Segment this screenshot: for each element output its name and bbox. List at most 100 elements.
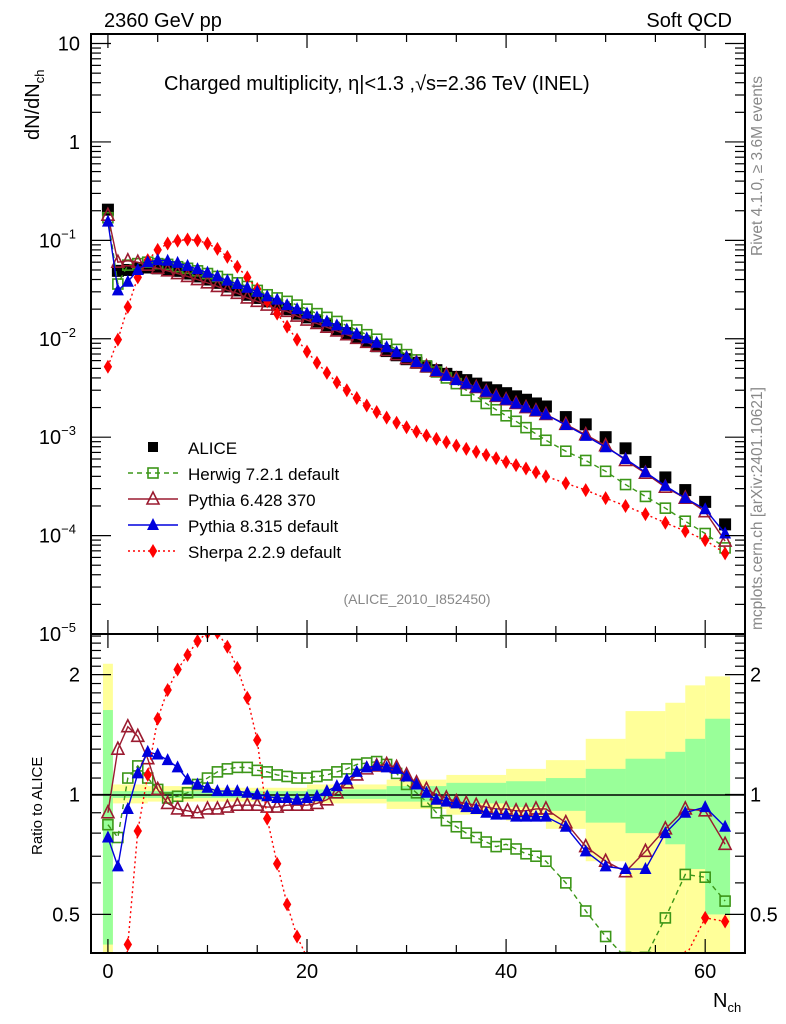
y-tick-label: 10−4: [39, 522, 76, 548]
y-tick-label-base: 10: [39, 526, 61, 548]
point-pythia-6-428-370: [220, 281, 235, 297]
mcplots-label: mcplots.cern.ch [arXiv:2401.10621]: [749, 387, 766, 630]
ratio-point-sherpa-2-2-9-default: [223, 639, 232, 654]
ratio-point-pythia-6-428-370: [160, 794, 175, 810]
point-herwig-7-2-1-default: [500, 409, 512, 422]
ratio-y-tick-label-right: 1: [750, 785, 761, 807]
point-sherpa-2-2-9-default: [302, 344, 312, 359]
point-pythia-8-315-default: [181, 258, 194, 271]
point-pythia-6-428-370: [239, 289, 255, 304]
point-sherpa-2-2-9-default: [183, 232, 192, 247]
ratio-point-pythia-8-315-default: [181, 772, 194, 785]
ratio-point-herwig-7-2-1-default: [530, 850, 542, 863]
ratio-point-pythia-6-428-370: [230, 796, 245, 812]
point-pythia-8-315-default: [380, 340, 393, 353]
title-part-mid: |<1.3 ,: [359, 73, 415, 95]
point-alice: [639, 455, 652, 468]
point-sherpa-2-2-9-default: [541, 469, 551, 484]
band-green: [685, 738, 706, 870]
ratio-point-sherpa-2-2-9-default: [272, 856, 282, 871]
point-pythia-6-428-370: [150, 259, 165, 275]
point-herwig-7-2-1-default: [599, 465, 612, 478]
point-herwig-7-2-1-default: [560, 445, 572, 458]
point-pythia-8-315-default: [390, 345, 403, 358]
ratio-plot-area: [100, 634, 733, 953]
ratio-point-sherpa-2-2-9-default: [720, 914, 730, 929]
point-herwig-7-2-1-default: [490, 403, 502, 416]
point-pythia-8-315-default: [599, 440, 612, 453]
point-pythia-8-315-default: [121, 274, 134, 287]
point-sherpa-2-2-9-default: [173, 233, 182, 248]
point-pythia-8-315-default: [241, 280, 254, 293]
ratio-point-herwig-7-2-1-default: [520, 847, 532, 860]
legend-item-sherpa-2-2-9-default: Sherpa 2.2.9 default: [128, 543, 341, 562]
ratio-point-pythia-6-428-370: [150, 780, 165, 796]
ratio-point-pythia-8-315-default: [659, 826, 672, 839]
ratio-point-pythia-6-428-370: [180, 802, 195, 817]
point-alice: [719, 518, 732, 531]
point-sherpa-2-2-9-default: [312, 355, 322, 370]
band-green: [625, 758, 666, 834]
point-alice: [699, 495, 712, 508]
y-tick-label-base: 10: [39, 624, 61, 646]
ratio-point-herwig-7-2-1-default: [659, 912, 672, 924]
point-pythia-8-315-default: [430, 364, 443, 377]
y-tick-label-base: 1: [69, 132, 80, 154]
ratio-point-sherpa-2-2-9-default: [163, 683, 172, 698]
ratio-point-pythia-6-428-370: [190, 803, 205, 819]
point-pythia-8-315-default: [440, 368, 453, 381]
point-pythia-6-428-370: [110, 253, 126, 268]
ratio-point-sherpa-2-2-9-default: [282, 897, 292, 912]
point-sherpa-2-2-9-default: [491, 451, 501, 466]
point-sherpa-2-2-9-default: [193, 233, 202, 248]
point-sherpa-2-2-9-default: [681, 524, 690, 539]
point-sherpa-2-2-9-default: [233, 259, 242, 274]
point-pythia-8-315-default: [520, 400, 533, 413]
y-tick-label-exponent: −5: [61, 620, 76, 635]
ratio-point-sherpa-2-2-9-default: [143, 767, 152, 782]
legend-marker-filled-triangle: [147, 518, 159, 530]
ratio-point-herwig-7-2-1-default: [699, 871, 711, 884]
point-pythia-8-315-default: [400, 350, 413, 363]
ratio-point-pythia-8-315-default: [101, 830, 114, 843]
ratio-point-herwig-7-2-1-default: [579, 905, 592, 917]
ratio-point-pythia-8-315-default: [221, 784, 234, 797]
legend: ALICE Herwig 7.2.1 default Pythia 6.428 37…: [128, 439, 341, 562]
point-sherpa-2-2-9-default: [641, 507, 650, 522]
point-sherpa-2-2-9-default: [481, 447, 491, 462]
point-pythia-8-315-default: [251, 284, 264, 297]
point-sherpa-2-2-9-default: [462, 441, 471, 456]
main-y-axis-label: dN/dNch: [22, 70, 47, 140]
point-sherpa-2-2-9-default: [223, 249, 232, 264]
plot-title: Charged multiplicity, η|<1.3 ,√s=2.36 Te…: [164, 73, 590, 95]
y-tick-label: 1: [69, 132, 80, 154]
ratio-point-pythia-8-315-default: [320, 784, 333, 797]
ratio-point-sherpa-2-2-9-default: [173, 662, 182, 677]
ratio-axis-ticks: [91, 634, 745, 954]
point-pythia-8-315-default: [350, 326, 363, 339]
main-y-axis-label-sub: ch: [32, 70, 47, 84]
band-green: [102, 710, 113, 945]
ratio-point-herwig-7-2-1-default: [181, 787, 194, 799]
point-sherpa-2-2-9-default: [322, 365, 332, 380]
point-pythia-8-315-default: [490, 389, 503, 402]
ratio-point-pythia-8-315-default: [151, 747, 164, 760]
band-green: [665, 751, 686, 845]
ratio-point-pythia-6-428-370: [120, 717, 136, 733]
category-label: Soft QCD: [646, 10, 732, 32]
ratio-point-pythia-8-315-default: [141, 744, 154, 757]
ratio-point-sherpa-2-2-9-default: [243, 690, 252, 705]
point-alice: [659, 471, 672, 484]
x-tick-label: 60: [694, 961, 716, 983]
ratio-point-pythia-8-315-default: [370, 758, 383, 771]
y-tick-label: 10−2: [39, 325, 76, 351]
ratio-point-pythia-6-428-370: [130, 727, 146, 743]
legend-marker-filled-diamond: [148, 544, 158, 558]
ratio-panel: 0.5 0.51 12 20 20 40 60 Ratio to ALICE Nch: [29, 633, 778, 1015]
point-sherpa-2-2-9-default: [372, 405, 381, 420]
ratio-point-pythia-8-315-default: [470, 801, 483, 814]
ratio-point-pythia-8-315-default: [330, 779, 343, 792]
point-sherpa-2-2-9-default: [402, 420, 411, 435]
ratio-point-pythia-8-315-default: [350, 764, 363, 777]
